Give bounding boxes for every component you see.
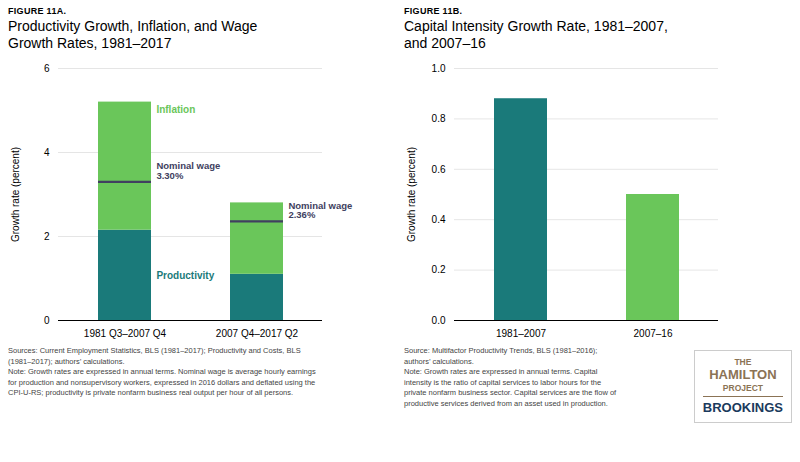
- svg-text:2: 2: [44, 231, 50, 242]
- svg-text:Growth rate (percent): Growth rate (percent): [10, 147, 21, 242]
- svg-text:0.6: 0.6: [432, 164, 446, 175]
- svg-text:2007–16: 2007–16: [634, 328, 673, 339]
- svg-text:4: 4: [44, 147, 50, 158]
- html-text:Capital Intensity Growth Rate,: Capital Intensity Growth Rate, 1981–2007…: [404, 18, 668, 51]
- svg-text:1.0: 1.0: [432, 63, 446, 74]
- svg-text:0.2: 0.2: [432, 264, 446, 275]
- html-text:FIGURE 11B.: FIGURE 11B.: [404, 6, 463, 16]
- html-text:Productivity Growth, Inflation: Productivity Growth, Inflation, and Wage…: [8, 18, 258, 51]
- html-text:Sources: Current Employment St: Sources: Current Employment Statistics, …: [8, 346, 316, 397]
- svg-text:Nominal wage2.36%: Nominal wage2.36%: [288, 200, 352, 221]
- svg-text:1981–2007: 1981–2007: [496, 328, 546, 339]
- svg-text:1981 Q3–2007 Q4: 1981 Q3–2007 Q4: [84, 328, 167, 339]
- svg-text:2007 Q4–2017 Q2: 2007 Q4–2017 Q2: [216, 328, 299, 339]
- html-text:PROJECT: PROJECT: [722, 382, 763, 393]
- svg-text:0: 0: [44, 315, 50, 326]
- html-text:THE: THE: [734, 357, 752, 367]
- svg-text:6: 6: [44, 63, 50, 74]
- svg-text:0.8: 0.8: [432, 113, 446, 124]
- svg-text:Inflation: Inflation: [156, 104, 195, 115]
- html-text:Source: Multifactor Productivi: Source: Multifactor Productivity Trends,…: [404, 346, 617, 408]
- svg-text:0.0: 0.0: [432, 315, 446, 326]
- svg-text:0.4: 0.4: [432, 214, 446, 225]
- html-text:BROOKINGS: BROOKINGS: [702, 400, 783, 415]
- html-text:FIGURE 11A.: FIGURE 11A.: [8, 6, 67, 16]
- svg-text:Nominal wage3.30%: Nominal wage3.30%: [156, 160, 220, 181]
- html-text:HAMILTON: HAMILTON: [709, 367, 777, 383]
- svg-text:Productivity: Productivity: [156, 270, 214, 281]
- svg-text:Growth rate (percent): Growth rate (percent): [406, 147, 417, 242]
